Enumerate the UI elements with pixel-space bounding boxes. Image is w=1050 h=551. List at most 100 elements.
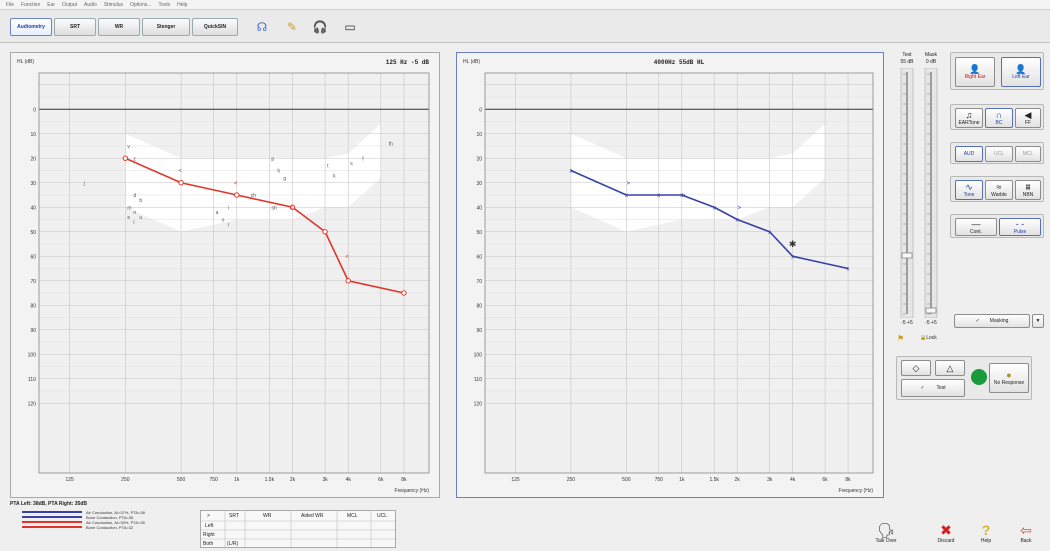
threshold-marker[interactable]	[122, 155, 129, 161]
threshold-marker[interactable]: x	[791, 254, 794, 260]
x-tick-label: 6k	[378, 477, 384, 483]
threshold-marker[interactable]	[178, 180, 184, 186]
table-header: SRT	[229, 513, 239, 519]
bone-conduction-marker[interactable]: <	[290, 205, 294, 211]
left-ear-button[interactable]: 👤 Left Ear	[1001, 57, 1041, 87]
threshold-marker[interactable]	[289, 204, 296, 210]
headphones-icon[interactable]: 🎧	[312, 20, 328, 34]
speech-sound-label: s	[350, 161, 353, 167]
threshold-marker[interactable]: x	[625, 193, 628, 199]
x-tick-label: 750	[655, 477, 664, 483]
y-tick-label: 60	[30, 254, 36, 260]
threshold-marker[interactable]	[345, 278, 351, 284]
yellow-dot-icon: ●	[1006, 370, 1012, 380]
y-tick-label: 20	[476, 156, 482, 162]
y-tick-label: 120	[474, 401, 483, 407]
eartone-button[interactable]: ♫ EARTone	[955, 108, 983, 128]
help-button[interactable]: ? Help	[968, 522, 1004, 544]
bone-conduction-marker[interactable]: >	[737, 205, 741, 211]
aud-button[interactable]: AUD	[955, 146, 983, 162]
tab-srt[interactable]: SRT	[54, 18, 96, 36]
threshold-marker[interactable]: x	[768, 230, 771, 236]
tab-wr[interactable]: WR	[98, 18, 140, 36]
threshold-marker[interactable]: x	[847, 267, 850, 273]
threshold-marker[interactable]: x	[680, 193, 683, 199]
speech-sound-label: h	[277, 169, 280, 175]
legend-line	[22, 516, 82, 518]
bone-conduction-marker[interactable]: <	[178, 169, 182, 175]
threshold-marker[interactable]	[322, 229, 328, 235]
tone-button[interactable]: ∿ Tone	[955, 180, 983, 200]
menu-item[interactable]: Options...	[130, 1, 152, 8]
slider-thumb[interactable]	[925, 307, 937, 314]
ucl-button[interactable]: UCL	[985, 146, 1013, 162]
threshold-marker[interactable]: x	[657, 193, 660, 199]
level-down-button[interactable]: △	[935, 360, 965, 376]
level-up-button[interactable]: ◇	[901, 360, 931, 376]
x-tick-label: 8k	[845, 477, 851, 483]
lock-toggle[interactable]: 🔒Lock	[920, 335, 937, 341]
threshold-marker[interactable]	[234, 192, 240, 198]
menu-item[interactable]: Tools	[158, 1, 171, 8]
tab-stenger[interactable]: Stenger	[142, 18, 190, 36]
talk-over-button[interactable]: 🗣 Talk Over	[868, 522, 904, 544]
tab-audiometry[interactable]: Audiometry	[10, 18, 52, 36]
discard-icon: ✖	[940, 522, 952, 538]
right-ear-button[interactable]: 👤 Right Ear	[955, 57, 995, 87]
toolbar: Audiometry SRT WR Stenger QuickSIN ☊ ✎ 🎧…	[0, 10, 1050, 43]
ff-button[interactable]: ◀ FF	[1015, 108, 1041, 128]
note-icon[interactable]: ✎	[286, 20, 298, 34]
bone-conduction-marker[interactable]: <	[345, 254, 349, 260]
slider-tracks[interactable]	[894, 68, 946, 318]
continuous-button[interactable]: — Cont.	[955, 218, 997, 236]
menu-item[interactable]: Ear	[47, 1, 56, 8]
bone-conduction-marker[interactable]: >	[627, 181, 631, 187]
pta-legend: PTA Left: 38dB, PTA Right: 35dB Air Cond…	[10, 501, 190, 549]
bc-button[interactable]: ∩ BC	[985, 108, 1013, 128]
mcl-button[interactable]: MCL	[1015, 146, 1041, 162]
threshold-marker[interactable]: x	[736, 218, 739, 224]
menu-item[interactable]: Function	[21, 1, 41, 8]
bone-conduction-marker[interactable]: >	[682, 193, 686, 199]
y-tick-label: 60	[476, 254, 482, 260]
left-audiogram[interactable]: 0 10 20 30 40 50 60 70 80 90 100 110 120 125 250 500 750…	[11, 53, 441, 499]
menu-item[interactable]: Help	[177, 1, 188, 8]
slider-thumb[interactable]	[901, 252, 913, 259]
y-tick-label: 50	[30, 230, 36, 236]
pulse-button[interactable]: - - Pulse	[999, 218, 1041, 236]
battery-icon[interactable]: ▭	[344, 20, 356, 34]
menu-item[interactable]: File	[6, 1, 15, 8]
tab-quicksin[interactable]: QuickSIN	[192, 18, 238, 36]
back-button[interactable]: ⇦ Back	[1008, 522, 1044, 544]
masking-dropdown[interactable]: ▼	[1032, 314, 1044, 328]
pta-summary: PTA Left: 38dB, PTA Right: 35dB	[10, 501, 87, 507]
threshold-marker[interactable]: x	[569, 169, 572, 175]
diamond-up-icon: ◇	[912, 362, 920, 373]
bone-conduction-marker[interactable]: <	[234, 181, 238, 187]
no-response-button[interactable]: ● No Response	[989, 363, 1029, 393]
threshold-marker[interactable]	[401, 290, 407, 296]
warble-button[interactable]: ≈ Warble	[985, 180, 1013, 200]
y-tick-label: 10	[476, 132, 482, 138]
right-audiogram[interactable]: 0 10 20 30 40 50 60 70 80 90 100 110 120 125 250 500 750…	[457, 53, 885, 499]
menu-item[interactable]: Audio	[84, 1, 97, 8]
check-icon: ✓	[975, 318, 980, 324]
both-extra: (L/R)	[227, 541, 239, 547]
menu-item[interactable]: Stimulus	[103, 1, 124, 8]
threshold-marker[interactable]: x	[713, 205, 716, 211]
menu-item[interactable]: Output	[62, 1, 78, 8]
headset-icon[interactable]: ☊	[256, 20, 268, 34]
y-tick-label: 40	[476, 205, 482, 211]
speech-sound-label: i	[228, 205, 229, 211]
speech-sound-label: t	[327, 164, 329, 170]
nbn-button[interactable]: ⩩ NBN	[1015, 180, 1041, 200]
speech-sound-label: e	[127, 215, 130, 221]
x-tick-label: 250	[121, 477, 130, 483]
triangle-up-icon: △	[946, 362, 954, 373]
masking-button[interactable]: ✓ Masking	[954, 314, 1030, 328]
plot-area	[485, 73, 873, 473]
discard-button[interactable]: ✖ Discard	[928, 522, 964, 544]
x-tick-label: 3k	[322, 477, 328, 483]
x-tick-label: 8k	[401, 477, 407, 483]
test-button[interactable]: ✓ Test	[901, 379, 965, 397]
